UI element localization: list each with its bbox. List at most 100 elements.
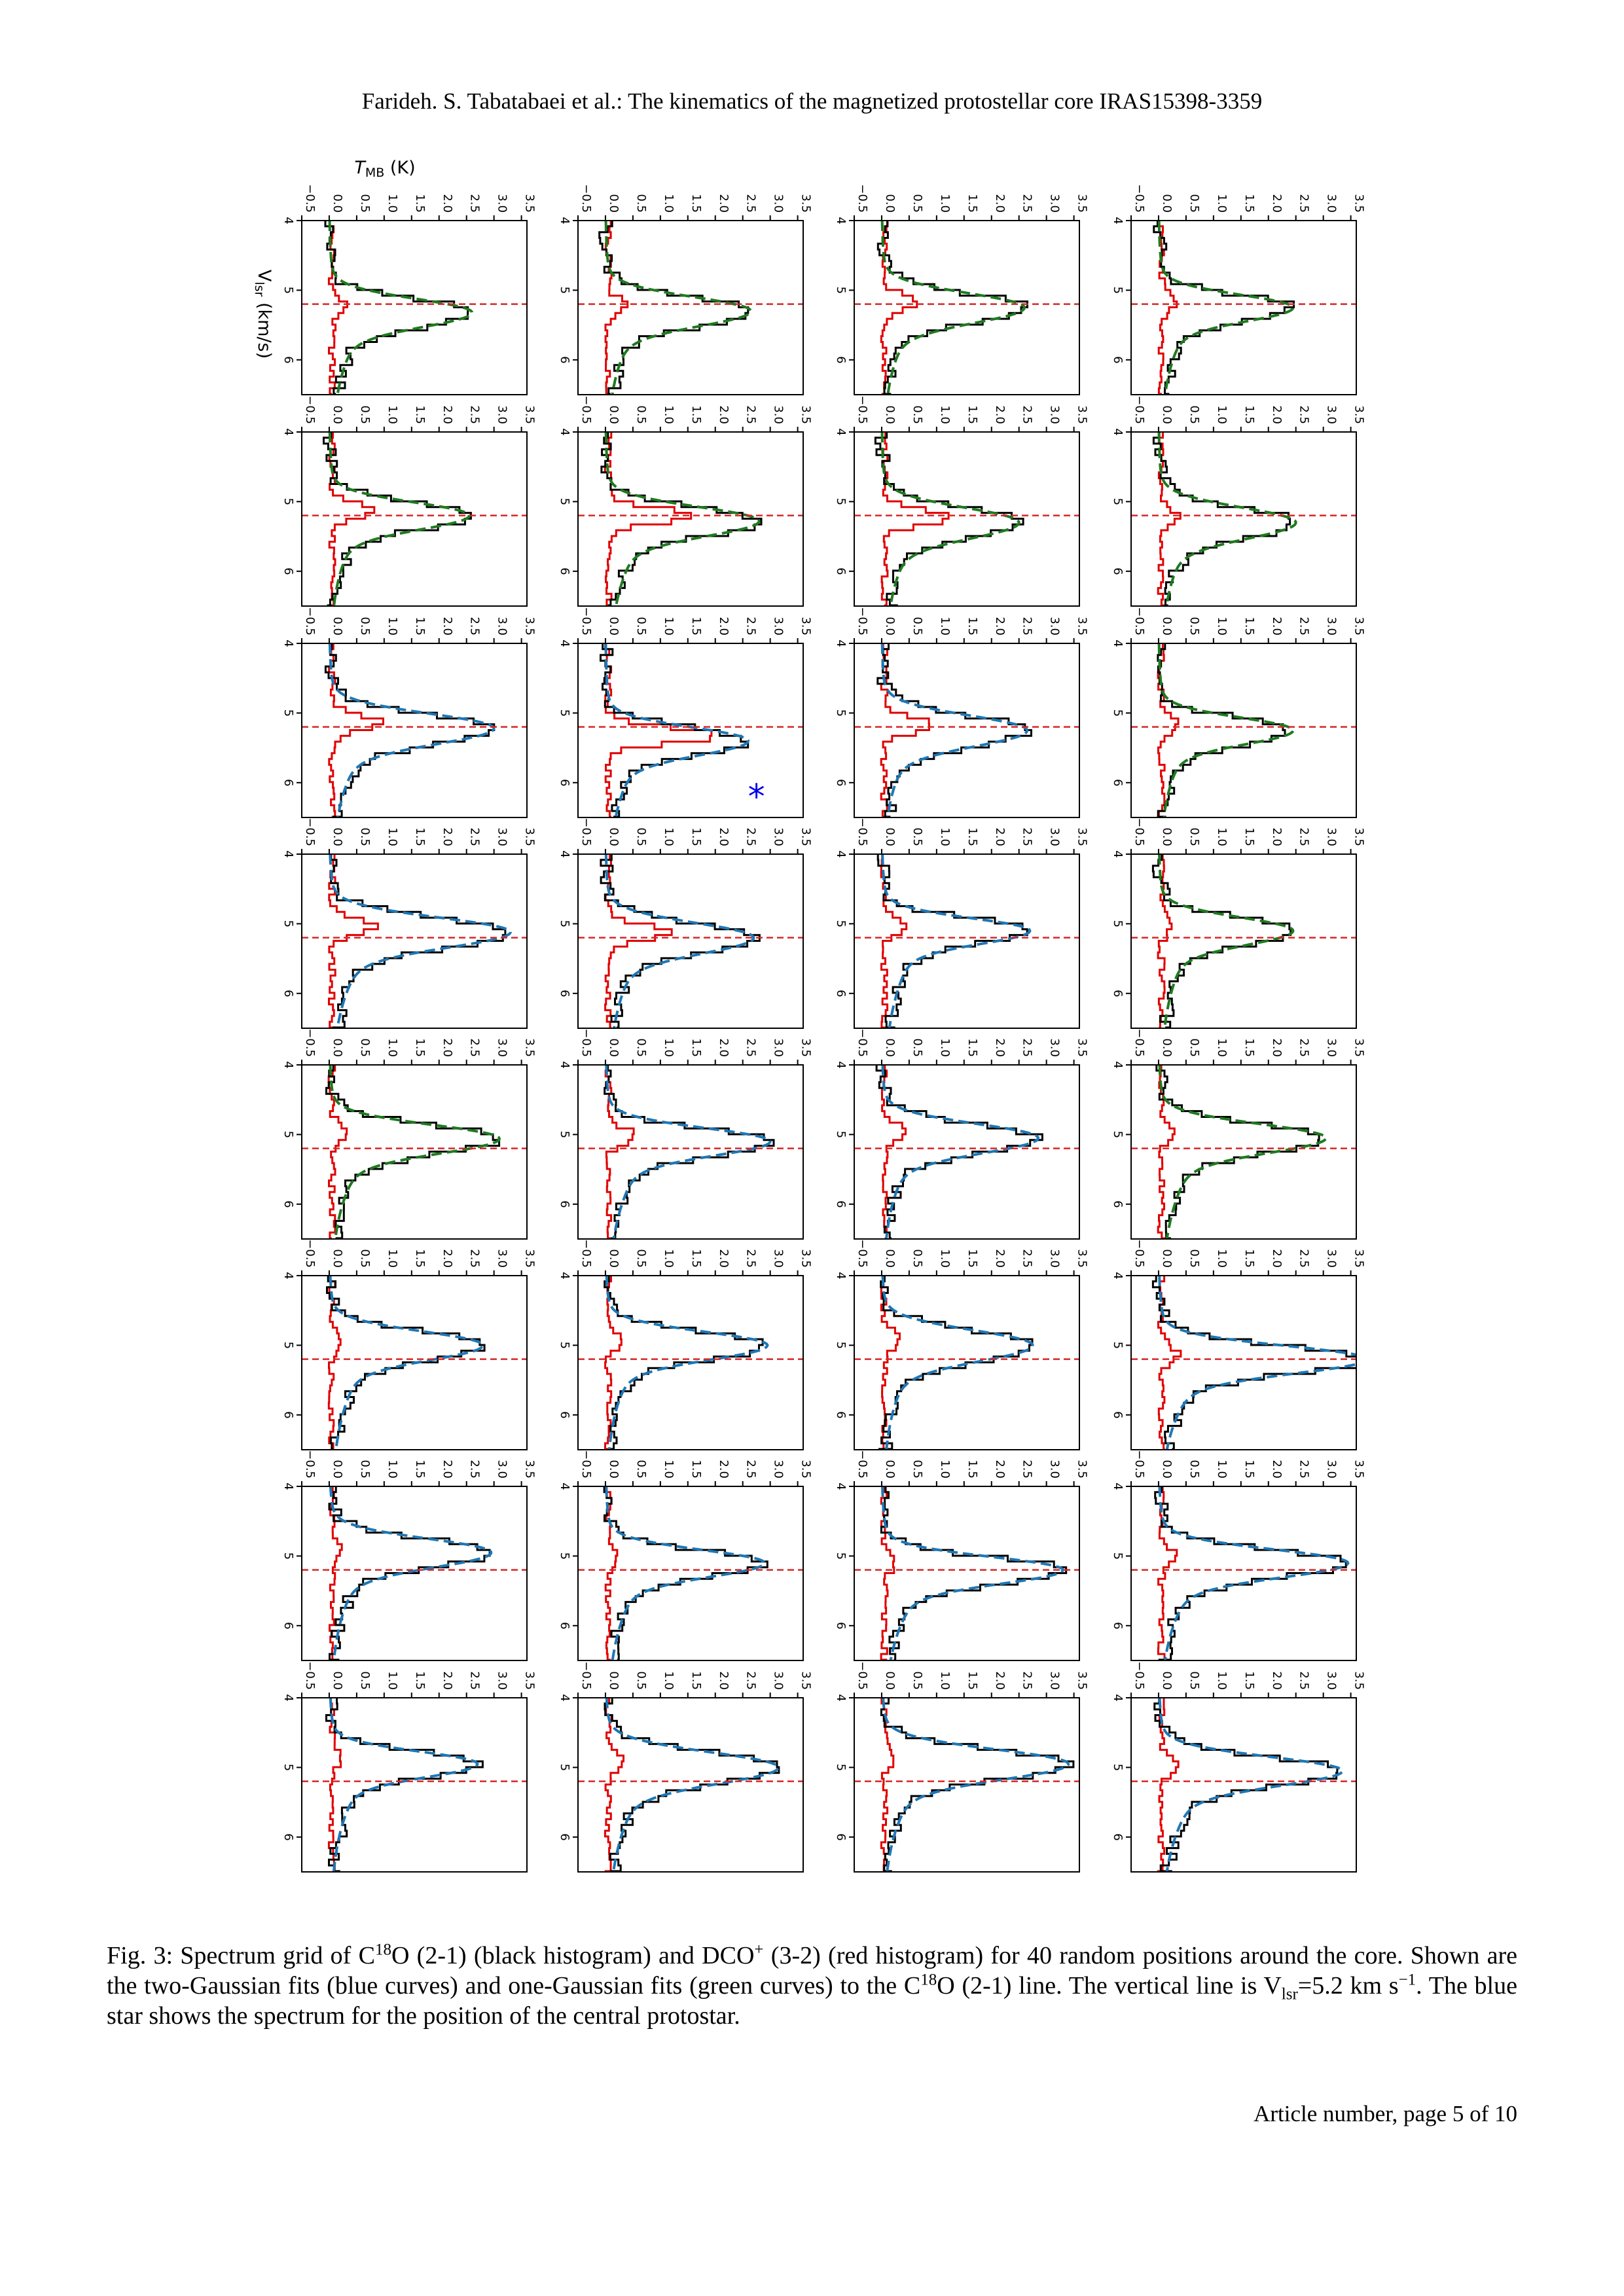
vlsr-tick-label: 4	[558, 428, 571, 435]
tmb-tick-label: 3.0	[1325, 1671, 1339, 1690]
vlsr-tick-label: 4	[558, 1694, 571, 1701]
tmb-tick-label: 0.0	[331, 1038, 344, 1057]
tmb-tick-label: 1.0	[938, 1460, 952, 1479]
vlsr-tick-label: 5	[558, 1342, 571, 1349]
panel-frame	[854, 853, 1080, 1029]
vlsr-tick-label: 5	[281, 1342, 295, 1349]
tmb-tick-label: 1.0	[1215, 1460, 1229, 1479]
tmb-tick-label: 0.5	[634, 1249, 648, 1268]
vlsr-tick-label: 4	[1111, 217, 1125, 224]
tmb-tick-label: 0.5	[358, 194, 372, 213]
vlsr-tick-label: 4	[281, 639, 295, 647]
tmb-tick-label: 3.5	[1352, 405, 1366, 424]
vlsr-tick-label: 5	[834, 1131, 848, 1138]
dco-histogram	[328, 854, 379, 1028]
panel-plot-area	[325, 1698, 484, 1872]
tmb-tick-label: 0.0	[1160, 1460, 1174, 1479]
dco-histogram	[880, 1065, 907, 1239]
tmb-tick-label: −0.5	[1132, 607, 1146, 636]
tmb-tick-label: −0.5	[303, 1239, 317, 1268]
tmb-tick-label: 0.5	[1187, 405, 1201, 424]
vlsr-tick-label: 5	[281, 287, 295, 294]
c18o-histogram	[876, 643, 1032, 817]
c18o-histogram	[604, 1065, 775, 1239]
vlsr-tick-label: 6	[1111, 567, 1125, 575]
panel-plot-area	[1153, 1698, 1344, 1872]
vlsr-tick-label: 6	[834, 990, 848, 997]
tmb-tick-label: 0.0	[331, 1671, 344, 1690]
tmb-tick-label: 0.0	[607, 405, 621, 424]
vlsr-tick-label: 5	[281, 1764, 295, 1771]
dco-histogram	[1157, 1698, 1180, 1872]
panel-frame	[301, 1486, 528, 1661]
one-gaussian-fit	[1157, 432, 1297, 606]
tmb-tick-label: 1.5	[965, 405, 979, 424]
tmb-tick-label: 1.0	[662, 1038, 676, 1057]
two-gaussian-fit	[329, 854, 513, 1028]
two-gaussian-fit	[881, 854, 1032, 1028]
tmb-tick-label: 0.0	[607, 1038, 621, 1057]
tmb-tick-label: 2.5	[1297, 827, 1311, 846]
tmb-tick-label: 2.0	[993, 617, 1007, 636]
tmb-tick-label: 0.0	[883, 405, 897, 424]
vlsr-tick-label: 4	[281, 1061, 295, 1068]
tmb-tick-label: 2.5	[1297, 1249, 1311, 1268]
tmb-tick-label: −0.5	[1132, 1450, 1146, 1479]
panel-plot-area	[600, 432, 763, 606]
tmb-tick-label: 2.5	[1297, 405, 1311, 424]
tmb-tick-label: −0.5	[579, 1028, 593, 1057]
vlsr-tick-label: 5	[834, 1764, 848, 1771]
spectrum-panel: −0.5 0.0 0.5 1.0 1.5 2.0 2.5 3.0 3.5 4 5 6	[1111, 817, 1366, 1029]
c18o-histogram	[328, 1486, 491, 1660]
tmb-tick-label: 3.5	[1352, 194, 1366, 213]
two-gaussian-fit	[328, 643, 496, 817]
tmb-tick-label: 3.0	[496, 194, 509, 213]
tmb-tick-label: 1.0	[938, 1249, 952, 1268]
vlsr-tick-label: 4	[1111, 1061, 1125, 1068]
figure-caption: Fig. 3: Spectrum grid of C18O (2-1) (bla…	[107, 1941, 1517, 2030]
vlsr-tick-label: 6	[281, 779, 295, 786]
panel-plot-area	[876, 221, 1028, 395]
tmb-tick-label: 1.5	[689, 827, 703, 846]
tmb-tick-label: 0.0	[607, 194, 621, 213]
tmb-tick-label: 2.0	[717, 194, 731, 213]
tmb-tick-label: 0.5	[1187, 617, 1201, 636]
tmb-tick-label: 3.0	[1325, 1249, 1339, 1268]
panel-frame	[854, 643, 1080, 818]
spectrum-panel: −0.5 0.0 0.5 1.0 1.5 2.0 2.5 3.0 3.5 4 5 6	[281, 184, 537, 395]
tmb-tick-label: 1.5	[689, 194, 703, 213]
tmb-tick-label: 0.5	[634, 1460, 648, 1479]
panel-plot-area	[603, 1486, 768, 1660]
tmb-tick-label: 1.0	[662, 1249, 676, 1268]
tmb-tick-label: 3.0	[772, 1460, 785, 1479]
tmb-tick-label: 1.0	[662, 405, 676, 424]
one-gaussian-fit	[880, 432, 1020, 606]
tmb-tick-label: −0.5	[1132, 184, 1146, 213]
spectrum-panel: −0.5 0.0 0.5 1.0 1.5 2.0 2.5 3.0 3.5 4 5 6	[558, 1661, 813, 1873]
vlsr-tick-label: 4	[281, 850, 295, 857]
vlsr-tick-label: 4	[1111, 1272, 1125, 1279]
c18o-histogram	[876, 221, 1028, 395]
dco-histogram	[604, 1065, 635, 1239]
vlsr-tick-label: 4	[834, 1694, 848, 1701]
panel-plot-area	[604, 1276, 769, 1450]
vlsr-tick-label: 5	[281, 1552, 295, 1560]
tmb-tick-label: 0.5	[634, 405, 648, 424]
tmb-tick-label: 1.5	[965, 1460, 979, 1479]
vlsr-tick-label: 5	[281, 920, 295, 927]
tmb-tick-label: 2.0	[993, 827, 1007, 846]
tmb-tick-label: 2.0	[717, 1671, 731, 1690]
tmb-tick-label: 0.5	[911, 194, 924, 213]
tmb-tick-label: −0.5	[856, 607, 869, 636]
one-gaussian-fit	[1158, 1065, 1327, 1239]
tmb-tick-label: 3.0	[1325, 617, 1339, 636]
tmb-tick-label: 1.0	[938, 617, 952, 636]
tmb-tick-label: 1.0	[1215, 1249, 1229, 1268]
tmb-tick-label: 2.0	[1270, 1249, 1284, 1268]
tmb-tick-label: 1.0	[386, 1460, 399, 1479]
tmb-tick-label: 1.0	[1215, 827, 1229, 846]
panel-plot-area	[876, 643, 1032, 817]
tmb-tick-label: 1.0	[386, 1249, 399, 1268]
tmb-tick-label: 2.5	[468, 1249, 482, 1268]
vlsr-tick-label: 6	[1111, 1833, 1125, 1840]
